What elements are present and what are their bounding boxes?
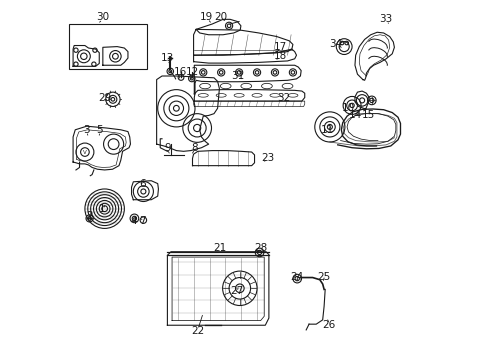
Text: 21: 21 xyxy=(212,243,225,253)
Text: 27: 27 xyxy=(230,286,244,296)
Text: 29: 29 xyxy=(99,93,112,103)
Text: 10: 10 xyxy=(341,103,354,113)
Text: 1: 1 xyxy=(99,204,105,214)
Text: 16: 16 xyxy=(173,67,186,77)
Text: 22: 22 xyxy=(191,325,204,336)
Text: 28: 28 xyxy=(253,243,267,253)
Text: 18: 18 xyxy=(273,51,286,61)
Text: 12: 12 xyxy=(185,67,199,77)
Text: 26: 26 xyxy=(322,320,335,330)
Text: 15: 15 xyxy=(361,111,374,121)
Text: 6: 6 xyxy=(139,179,145,189)
Text: 23: 23 xyxy=(261,153,274,163)
Text: 24: 24 xyxy=(289,272,303,282)
Text: 2: 2 xyxy=(86,211,93,221)
Text: 33: 33 xyxy=(379,14,392,24)
Text: 34: 34 xyxy=(328,39,342,49)
Text: 4: 4 xyxy=(130,216,137,226)
Text: 20: 20 xyxy=(214,12,227,22)
Text: 8: 8 xyxy=(191,143,197,153)
Text: 11: 11 xyxy=(320,125,333,135)
Text: 14: 14 xyxy=(348,111,362,121)
Text: 9: 9 xyxy=(164,143,170,153)
Text: 5: 5 xyxy=(96,125,102,135)
Text: 19: 19 xyxy=(200,12,213,22)
Text: 31: 31 xyxy=(230,71,244,81)
Text: 32: 32 xyxy=(277,93,290,103)
Bar xyxy=(69,24,146,69)
Text: 25: 25 xyxy=(316,272,329,282)
Text: 30: 30 xyxy=(96,12,109,22)
Text: 7: 7 xyxy=(139,216,145,226)
Text: 17: 17 xyxy=(273,42,286,52)
Text: V: V xyxy=(83,149,86,154)
Text: 13: 13 xyxy=(161,53,174,63)
Text: 3: 3 xyxy=(82,125,89,135)
